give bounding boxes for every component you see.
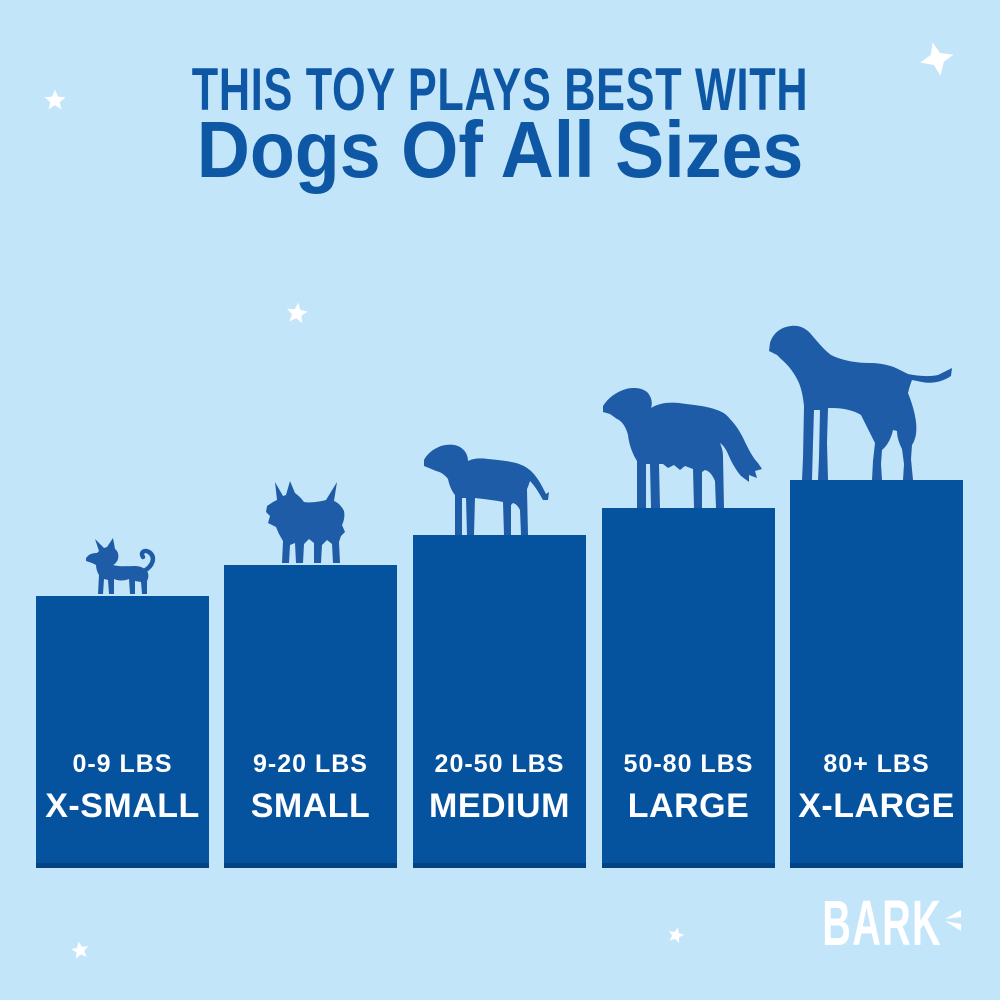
bar-labels: 50-80 LBS LARGE (602, 750, 775, 826)
weight-range-label: 0-9 LBS (72, 750, 173, 778)
bar-labels: 0-9 LBS X-SMALL (36, 750, 209, 826)
bark-logo: BARK (749, 886, 966, 960)
bar-labels: 20-50 LBS MEDIUM (413, 750, 586, 826)
page-title: Dogs Of All Sizes (196, 105, 804, 194)
star-icon (283, 299, 310, 326)
bark-sound-icon (944, 908, 966, 939)
size-label: X-SMALL (45, 787, 200, 825)
labrador-silhouette-icon (422, 437, 550, 535)
star-icon (665, 924, 687, 946)
bar-labels: 80+ LBS X-LARGE (790, 750, 963, 826)
weight-range-label: 50-80 LBS (623, 750, 754, 778)
size-bar-xlarge: 80+ LBS X-LARGE (790, 480, 963, 868)
bar-labels: 9-20 LBS SMALL (224, 750, 397, 826)
bark-logo-text: BARK (822, 887, 942, 959)
star-icon (68, 938, 91, 961)
size-label: MEDIUM (429, 787, 570, 825)
size-bar-small: 9-20 LBS SMALL (224, 565, 397, 868)
size-label: X-LARGE (798, 787, 955, 825)
scottish-terrier-silhouette-icon (264, 479, 348, 565)
weight-range-label: 9-20 LBS (253, 750, 368, 778)
weight-range-label: 80+ LBS (823, 750, 930, 778)
size-label: SMALL (250, 787, 371, 825)
star-icon (43, 88, 67, 112)
star-icon (913, 35, 961, 83)
size-label: LARGE (627, 787, 750, 825)
size-bar-xsmall: 0-9 LBS X-SMALL (36, 596, 209, 868)
pointer-silhouette-icon (766, 318, 956, 480)
kicker-text: THIS TOY PLAYS BEST WITH (191, 56, 809, 123)
weight-range-label: 20-50 LBS (434, 750, 565, 778)
size-bar-large: 50-80 LBS LARGE (602, 508, 775, 868)
golden-retriever-silhouette-icon (600, 372, 765, 508)
size-bar-medium: 20-50 LBS MEDIUM (413, 535, 586, 868)
chihuahua-silhouette-icon (84, 536, 162, 596)
